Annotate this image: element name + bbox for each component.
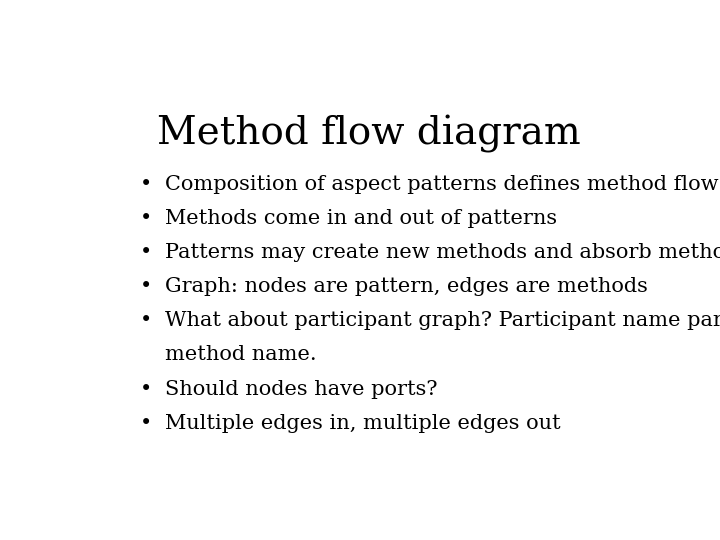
Text: Methods come in and out of patterns: Methods come in and out of patterns — [166, 209, 557, 228]
Text: What about participant graph? Participant name part of: What about participant graph? Participan… — [166, 312, 720, 330]
Text: Should nodes have ports?: Should nodes have ports? — [166, 380, 438, 399]
Text: Composition of aspect patterns defines method flow: Composition of aspect patterns defines m… — [166, 175, 719, 194]
Text: •: • — [140, 414, 153, 433]
Text: •: • — [140, 380, 153, 399]
Text: Method flow diagram: Method flow diagram — [157, 114, 581, 153]
Text: •: • — [140, 175, 153, 194]
Text: •: • — [140, 277, 153, 296]
Text: Patterns may create new methods and absorb methods: Patterns may create new methods and abso… — [166, 243, 720, 262]
Text: Multiple edges in, multiple edges out: Multiple edges in, multiple edges out — [166, 414, 561, 433]
Text: •: • — [140, 243, 153, 262]
Text: •: • — [140, 209, 153, 228]
Text: Graph: nodes are pattern, edges are methods: Graph: nodes are pattern, edges are meth… — [166, 277, 648, 296]
Text: method name.: method name. — [166, 346, 317, 365]
Text: •: • — [140, 312, 153, 330]
